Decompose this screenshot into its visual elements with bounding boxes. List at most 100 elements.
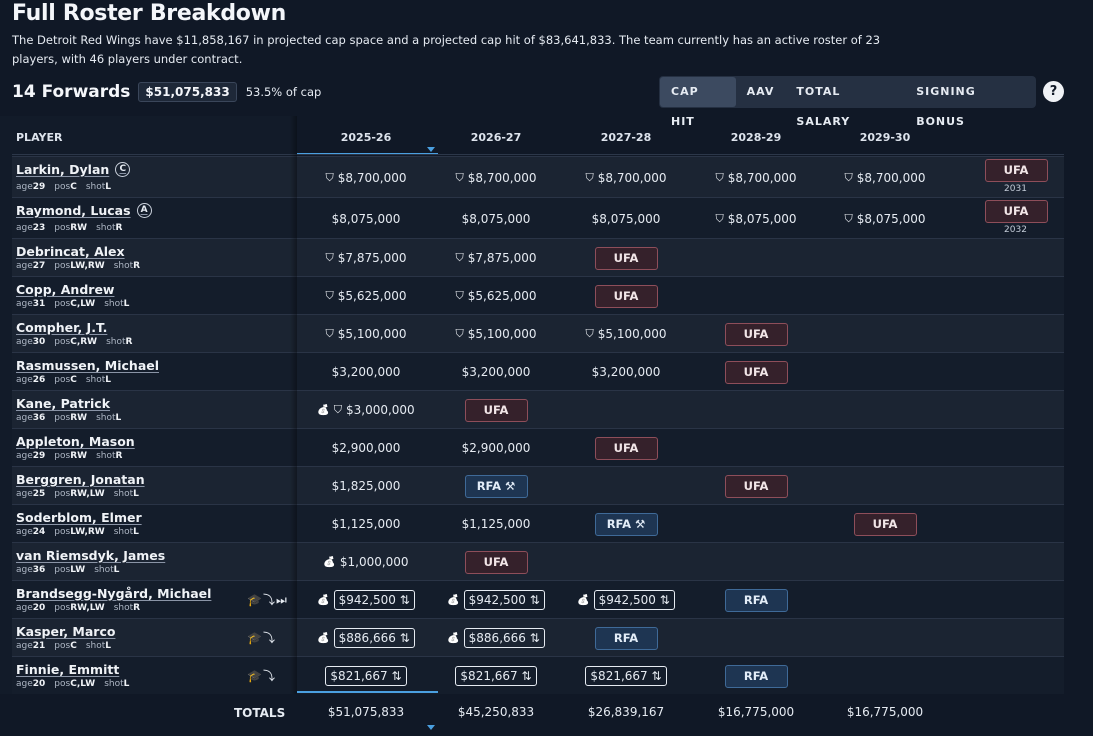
- player-age: 25: [32, 489, 46, 499]
- two-way-salary-value[interactable]: $942,500 ⇅: [333, 590, 415, 610]
- player-shot: L: [123, 679, 130, 689]
- toggle-aav[interactable]: AAV: [746, 85, 775, 98]
- meta-label-shot: shot: [96, 413, 116, 423]
- two-way-salary-value[interactable]: $942,500 ⇅: [463, 590, 545, 610]
- draft-status-icons[interactable]: 🎓⤵⏭: [247, 593, 288, 607]
- ufa-status-badge[interactable]: UFA: [724, 360, 788, 384]
- player-shot: L: [123, 299, 130, 309]
- player-name-link[interactable]: Brandsegg-Nygård, Michael: [16, 586, 211, 601]
- cap-hit-value: $5,625,000: [338, 289, 407, 303]
- player-name-link[interactable]: Kane, Patrick: [16, 396, 110, 411]
- player-name-link[interactable]: van Riemsdyk, James: [16, 548, 165, 563]
- ufa-status-badge[interactable]: UFA: [984, 200, 1048, 223]
- player-age: 29: [32, 182, 46, 192]
- player-name: Brandsegg-Nygård, Michael: [16, 586, 212, 601]
- ufa-status-badge[interactable]: UFA: [984, 159, 1048, 182]
- rfa-status-badge[interactable]: RFA ⚒: [464, 474, 528, 498]
- contract-cell: 💰 $942,500 ⇅: [431, 581, 561, 619]
- toggle-cap-hit[interactable]: CAP HIT: [660, 77, 736, 128]
- player-name-link[interactable]: Raymond, Lucas A: [16, 203, 152, 218]
- rfa-status-badge[interactable]: RFA ⚒: [594, 512, 658, 536]
- toggle-signing-bonus[interactable]: SIGNING BONUS: [916, 85, 976, 128]
- player-name-link[interactable]: Compher, J.T.: [16, 320, 107, 335]
- salary-amount: $8,700,000: [337, 170, 407, 185]
- ufa-status-badge[interactable]: UFA: [594, 436, 658, 460]
- season-total: $51,075,833: [327, 705, 405, 719]
- two-way-salary-value[interactable]: $821,667 ⇅: [455, 666, 537, 686]
- player-shot: L: [105, 182, 112, 192]
- rfa-status-badge[interactable]: RFA: [594, 626, 658, 650]
- column-header-player[interactable]: PLAYER: [16, 131, 63, 144]
- contract-cell: $1,825,000: [301, 467, 431, 505]
- ufa-status-badge[interactable]: UFA: [594, 284, 658, 308]
- draft-status-icons[interactable]: 🎓⤵: [247, 631, 276, 645]
- ufa-status-badge[interactable]: UFA: [594, 246, 658, 270]
- ufa-status-badge[interactable]: UFA: [853, 512, 917, 536]
- player-shot: R: [115, 451, 123, 461]
- table-row: van Riemsdyk, James age 36 pos LW shot L 💰 $1,00…: [12, 542, 1064, 580]
- rfa-status-badge[interactable]: RFA: [724, 588, 788, 612]
- cap-hit-value: $1,825,000: [332, 479, 401, 493]
- contract-cell: $1,125,000: [301, 505, 431, 543]
- status-label: RFA: [743, 592, 769, 607]
- player-name-link[interactable]: Berggren, Jonatan: [16, 472, 145, 487]
- no-trade-shield-icon: ⛉: [455, 327, 464, 340]
- header-divider: [12, 154, 1064, 155]
- expiry-year: 2032: [1004, 225, 1027, 235]
- cap-hit-value: $2,900,000: [462, 441, 531, 455]
- salary-amount: $8,700,000: [467, 170, 537, 185]
- no-trade-shield-icon: ⛉: [585, 327, 594, 340]
- help-icon[interactable]: ?: [1043, 81, 1064, 102]
- salary-amount: $942,500: [338, 593, 396, 607]
- salary-amount: $821,667: [460, 669, 518, 683]
- cap-hit-value: $2,900,000: [332, 441, 401, 455]
- column-header-year[interactable]: 2025-26: [340, 131, 392, 144]
- two-way-salary-value[interactable]: $942,500 ⇅: [593, 590, 675, 610]
- player-age: 36: [32, 413, 46, 423]
- expiry-year: 2031: [1004, 184, 1027, 194]
- column-header-year[interactable]: 2026-27: [470, 131, 522, 144]
- player-name-link[interactable]: Appleton, Mason: [16, 434, 135, 449]
- player-name-link[interactable]: Rasmussen, Michael: [16, 358, 159, 373]
- player-name-link[interactable]: Debrincat, Alex: [16, 244, 125, 259]
- column-header-year[interactable]: 2029-30: [859, 131, 911, 144]
- player-pos: RW,LW: [70, 489, 105, 499]
- meta-label-pos: pos: [54, 299, 71, 309]
- rfa-status-badge[interactable]: RFA: [724, 664, 788, 688]
- two-way-salary-value[interactable]: $821,667 ⇅: [325, 666, 407, 686]
- meta-label-pos: pos: [54, 641, 71, 651]
- player-name-link[interactable]: Soderblom, Elmer: [16, 510, 142, 525]
- totals-caret-icon: [427, 725, 435, 730]
- toggle-total-salary[interactable]: TOTAL SALARY: [796, 85, 851, 128]
- table-row: Debrincat, Alex age 27 pos LW,RW shot R ⛉ $7,875…: [12, 238, 1064, 276]
- meta-label-age: age: [16, 565, 33, 575]
- player-name-link[interactable]: Kasper, Marco: [16, 624, 115, 639]
- status-label: RFA: [476, 478, 501, 493]
- salary-amount: $3,200,000: [591, 365, 661, 379]
- two-way-salary-value[interactable]: $886,666 ⇅: [463, 628, 545, 648]
- two-way-salary-value[interactable]: $821,667 ⇅: [585, 666, 667, 686]
- cap-hit-value: $5,100,000: [468, 327, 537, 341]
- draft-status-icons[interactable]: 🎓⤵: [247, 669, 276, 683]
- meta-label-pos: pos: [54, 603, 71, 613]
- player-name-link[interactable]: Finnie, Emmitt: [16, 662, 119, 677]
- contract-cell: ⛉ $8,075,000: [820, 198, 950, 239]
- ufa-status-badge[interactable]: UFA: [724, 322, 788, 346]
- player-name-link[interactable]: Larkin, Dylan C: [16, 162, 131, 177]
- player-name: Compher, J.T.: [16, 320, 108, 335]
- ufa-status-badge[interactable]: UFA: [464, 550, 528, 574]
- player-age: 30: [32, 337, 46, 347]
- ufa-status-badge[interactable]: UFA: [464, 398, 528, 422]
- two-way-salary-value[interactable]: $886,666 ⇅: [333, 628, 415, 648]
- contract-cell: ⛉ $8,700,000: [820, 157, 950, 198]
- ufa-status-badge[interactable]: UFA: [724, 474, 788, 498]
- salary-amount: $7,875,000: [337, 251, 407, 265]
- player-name-link[interactable]: Copp, Andrew: [16, 282, 114, 297]
- meta-label-shot: shot: [104, 679, 124, 689]
- contract-cell: ⛉ $5,625,000: [301, 277, 431, 315]
- status-label: UFA: [1003, 204, 1029, 218]
- column-header-year[interactable]: 2028-29: [730, 131, 782, 144]
- column-header-year[interactable]: 2027-28: [600, 131, 652, 144]
- view-toggle: CAP HIT AAV TOTAL SALARY SIGNING BONUS: [659, 76, 1036, 128]
- salary-amount: $5,100,000: [597, 327, 667, 341]
